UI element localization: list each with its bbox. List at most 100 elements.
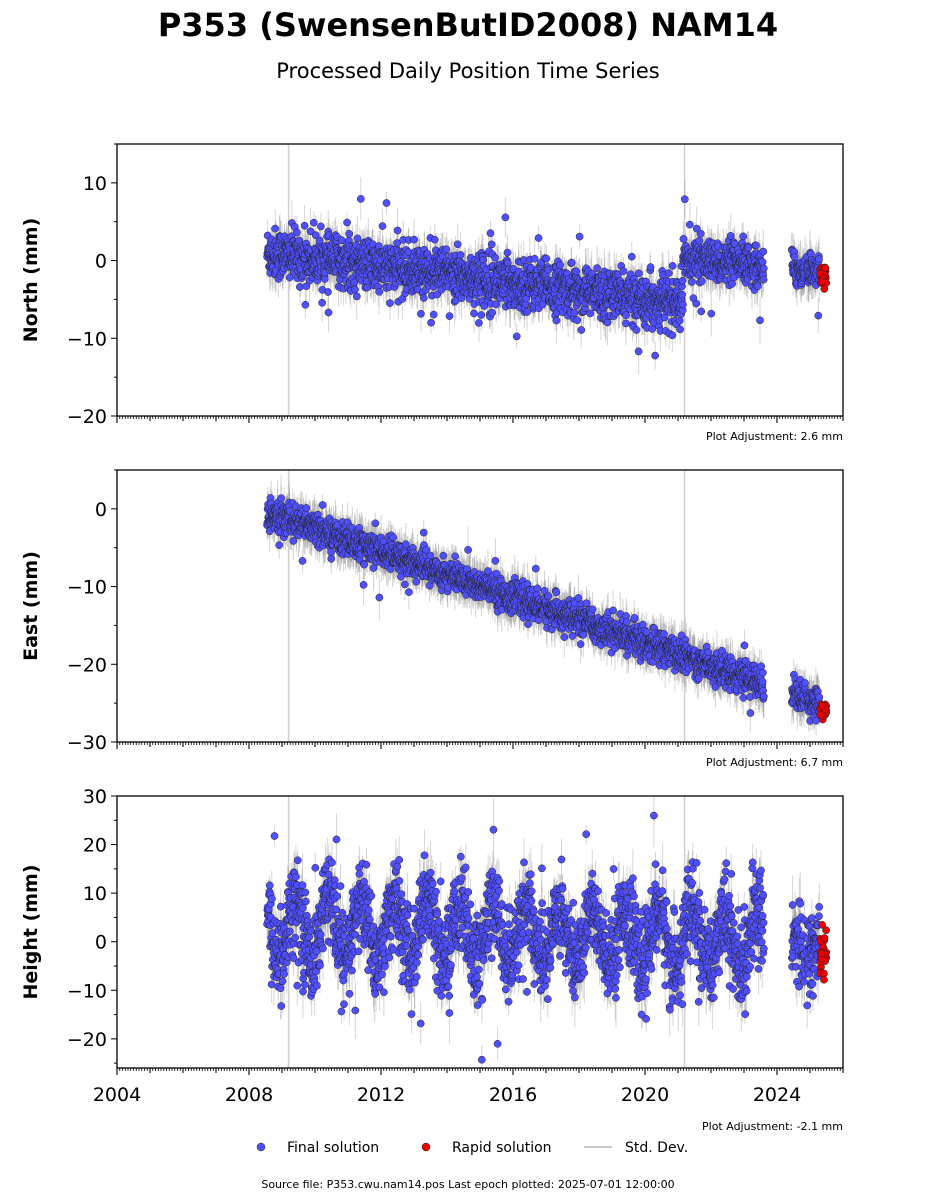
- final-point: [752, 241, 760, 250]
- y-tick-label: −30: [67, 732, 107, 754]
- final-point: [480, 302, 488, 310]
- final-point: [588, 605, 597, 614]
- plot-area: [263, 470, 831, 742]
- final-point: [470, 309, 478, 318]
- final-point: [419, 528, 428, 537]
- final-point: [622, 311, 630, 320]
- final-point: [756, 316, 764, 325]
- final-point: [386, 299, 394, 307]
- final-point: [351, 285, 359, 294]
- final-point: [359, 581, 368, 589]
- final-point: [531, 564, 540, 573]
- final-point: [293, 228, 301, 237]
- final-point: [315, 236, 324, 245]
- rapid-point: [818, 702, 826, 710]
- final-point: [442, 245, 451, 254]
- final-point: [694, 674, 703, 683]
- final-point: [759, 692, 768, 701]
- final-point: [526, 263, 535, 272]
- final-point: [675, 316, 684, 325]
- final-point: [744, 243, 753, 252]
- final-point: [660, 313, 669, 322]
- final-point: [586, 309, 595, 318]
- final-point: [668, 262, 677, 270]
- chart-subtitle: Processed Daily Position Time Series: [276, 59, 660, 83]
- final-point: [758, 677, 767, 686]
- final-point: [491, 253, 499, 262]
- final-point: [360, 560, 368, 569]
- final-point: [678, 290, 687, 299]
- final-point: [477, 311, 486, 319]
- final-point: [577, 326, 586, 334]
- final-point: [815, 693, 824, 701]
- final-point: [378, 222, 387, 230]
- final-point: [300, 221, 309, 230]
- final-point: [393, 239, 401, 247]
- final-point: [567, 258, 576, 267]
- final-point: [451, 552, 459, 561]
- final-point: [544, 592, 553, 600]
- final-point: [453, 240, 462, 249]
- final-point: [318, 298, 326, 307]
- chart-title: P353 (SwensenButID2008) NAM14: [158, 6, 778, 44]
- final-point: [345, 229, 354, 238]
- final-point: [570, 308, 579, 317]
- final-point: [412, 577, 421, 586]
- final-point: [487, 240, 496, 249]
- final-point: [814, 311, 823, 320]
- final-point: [815, 255, 823, 263]
- final-point: [309, 218, 318, 227]
- final-point: [533, 584, 542, 593]
- final-point: [524, 620, 532, 629]
- final-point: [375, 287, 384, 296]
- final-point: [680, 195, 689, 204]
- final-point: [456, 251, 465, 259]
- final-point: [503, 258, 512, 267]
- final-point: [573, 316, 582, 325]
- final-point: [393, 226, 402, 235]
- final-point: [356, 195, 365, 203]
- final-solution-points: [263, 494, 824, 725]
- final-point: [707, 309, 716, 318]
- final-point: [746, 709, 755, 717]
- final-point: [486, 229, 495, 238]
- final-point: [582, 599, 591, 608]
- final-point: [552, 316, 561, 325]
- final-point: [619, 267, 628, 275]
- final-point: [632, 326, 641, 334]
- final-point: [660, 630, 668, 638]
- final-point: [758, 258, 767, 266]
- rapid-point: [816, 710, 825, 719]
- final-point: [475, 319, 483, 327]
- final-point: [692, 299, 701, 308]
- final-point: [327, 554, 336, 563]
- plot-area: [263, 144, 831, 416]
- final-point: [627, 252, 636, 261]
- final-point: [410, 235, 418, 244]
- final-point: [427, 318, 435, 327]
- final-point: [512, 332, 521, 341]
- final-point: [575, 232, 584, 241]
- final-point: [726, 232, 735, 240]
- final-point: [679, 300, 687, 309]
- final-point: [579, 630, 588, 639]
- y-axis-label: North (mm): [20, 218, 42, 343]
- final-point: [298, 557, 307, 565]
- final-point: [560, 633, 569, 641]
- final-point: [630, 614, 639, 622]
- final-point: [593, 264, 601, 272]
- final-point: [688, 278, 696, 286]
- final-point: [646, 263, 655, 271]
- final-point: [382, 199, 391, 207]
- final-point: [740, 641, 749, 650]
- final-point: [534, 234, 543, 242]
- final-point: [353, 234, 362, 243]
- final-point: [488, 308, 496, 317]
- final-point: [739, 693, 748, 702]
- final-point: [801, 679, 809, 687]
- final-point: [678, 276, 687, 285]
- final-point: [464, 546, 472, 554]
